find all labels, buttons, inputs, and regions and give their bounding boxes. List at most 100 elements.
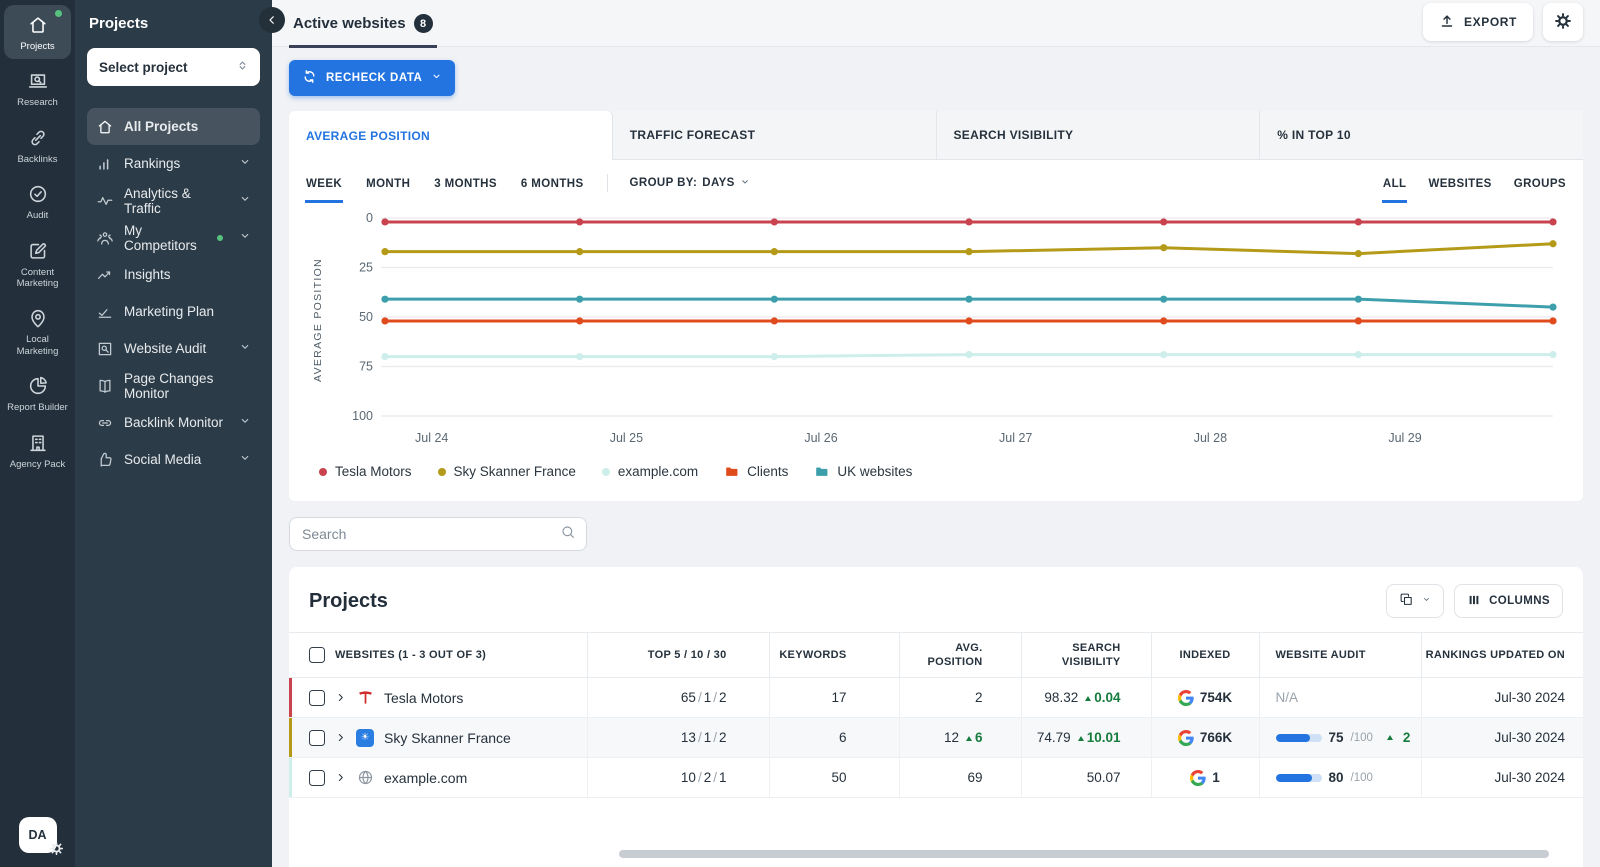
legend-item-tesla-motors[interactable]: Tesla Motors <box>319 464 412 479</box>
sidebar-item-rankings[interactable]: Rankings <box>87 145 260 182</box>
expand-row-button[interactable] <box>335 692 346 703</box>
column-header-search-visibility: SEARCH VISIBILITY <box>1020 632 1151 678</box>
sidebar-item-website-audit[interactable]: Website Audit <box>87 330 260 367</box>
sidebar-item-insights[interactable]: Insights <box>87 256 260 293</box>
group-by-dropdown[interactable]: GROUP BY: DAYS <box>630 177 750 190</box>
chevron-down-icon <box>1424 597 1430 601</box>
chart-card: AVERAGE POSITION TRAFFIC FORECAST SEARCH V… <box>289 111 1583 501</box>
scope-groups[interactable]: GROUPS <box>1513 177 1566 190</box>
export-button[interactable]: EXPORT <box>1423 3 1533 41</box>
settings-button[interactable] <box>1543 3 1583 41</box>
horizontal-scrollbar[interactable] <box>619 850 1549 858</box>
range-week[interactable]: WEEK <box>305 164 344 203</box>
select-all-checkbox[interactable] <box>309 647 325 663</box>
project-select-value: Select project <box>99 59 188 75</box>
scope-websites[interactable]: WEBSITES <box>1428 177 1492 190</box>
legend-item-clients[interactable]: Clients <box>724 464 788 479</box>
website-name[interactable]: Sky Skanner France <box>384 729 511 746</box>
top-5-10-30-cell: 13/1/2 <box>586 717 769 758</box>
audit-progress-bar <box>1275 733 1322 742</box>
columns-button[interactable]: COLUMNS <box>1454 584 1563 618</box>
active-websites-label: Active websites <box>293 15 406 32</box>
refresh-icon <box>302 69 317 87</box>
rail-item-content-marketing[interactable]: Content Marketing <box>4 231 71 297</box>
user-avatar[interactable]: DA <box>18 817 63 856</box>
sidebar-item-marketing-plan[interactable]: Marketing Plan <box>87 293 260 330</box>
legend-label: Tesla Motors <box>335 464 412 479</box>
legend-item-uk-websites[interactable]: UK websites <box>814 464 912 479</box>
rail-item-research[interactable]: Research <box>4 61 71 115</box>
website-audit-icon <box>98 342 112 355</box>
keywords-cell: 6 <box>768 717 899 758</box>
sidebar-item-social-media[interactable]: Social Media <box>87 441 260 478</box>
rankings-updated-cell: Jul-30 2024 <box>1420 717 1583 758</box>
legend-item-sky-skanner-france[interactable]: Sky Skanner France <box>437 464 576 479</box>
website-name[interactable]: example.com <box>384 769 468 786</box>
rankings-updated-cell: Jul-30 2024 <box>1420 757 1583 798</box>
rail-item-local-marketing[interactable]: Local Marketing <box>4 298 71 364</box>
row-checkbox[interactable] <box>309 769 325 786</box>
expand-row-button[interactable] <box>335 732 346 743</box>
chart-tab-in-top-10[interactable]: % IN TOP 10 <box>1260 111 1583 160</box>
rail-item-agency-pack[interactable]: Agency Pack <box>4 423 71 477</box>
recheck-data-button[interactable]: RECHECK DATA <box>289 60 456 96</box>
sidebar-item-my-competitors[interactable]: My Competitors <box>87 219 260 256</box>
rail-item-report-builder[interactable]: Report Builder <box>4 366 71 420</box>
chevron-down-icon <box>241 455 249 460</box>
sidebar-item-label: All Projects <box>124 119 199 134</box>
sidebar-item-page-changes-monitor[interactable]: Page Changes Monitor <box>87 367 260 404</box>
collapse-sidebar-button[interactable] <box>259 7 285 33</box>
rail-item-projects[interactable]: Projects <box>4 5 71 60</box>
legend-label: Sky Skanner France <box>453 464 576 479</box>
sidebar-item-backlink-monitor[interactable]: Backlink Monitor <box>87 404 260 441</box>
row-checkbox[interactable] <box>309 729 325 746</box>
legend-item-example-com[interactable]: example.com <box>601 464 698 479</box>
notification-dot <box>55 10 62 17</box>
search-input[interactable] <box>302 526 560 542</box>
range-month[interactable]: MONTH <box>366 177 411 190</box>
project-select[interactable]: Select project <box>87 48 260 86</box>
avatar-settings-gear-icon[interactable] <box>49 841 64 859</box>
recheck-row: RECHECK DATA <box>272 47 1600 109</box>
column-header-website-audit: WEBSITE AUDIT <box>1258 632 1421 678</box>
rail-item-audit[interactable]: Audit <box>4 174 71 228</box>
chevron-down-icon <box>241 344 249 349</box>
marketing-plan-icon <box>98 308 112 318</box>
projects-title: Projects <box>309 589 388 612</box>
rail-item-label: Content Marketing <box>16 266 59 289</box>
search-visibility-cell: 50.07 <box>1020 757 1151 798</box>
up-arrow-icon <box>1085 696 1092 701</box>
chart-tab-average-position[interactable]: AVERAGE POSITION <box>289 111 613 160</box>
average-position-chart: AVERAGE POSITION 0 25 50 75 100 Jul 24 Jul 25 J… <box>305 206 1567 450</box>
google-icon <box>1177 729 1194 746</box>
sidebar-item-all-projects[interactable]: All Projects <box>87 108 260 145</box>
scope-all[interactable]: ALL <box>1381 164 1408 203</box>
chart-tab-search-visibility[interactable]: SEARCH VISIBILITY <box>936 111 1261 160</box>
gear-icon <box>1554 12 1572 33</box>
rail-item-label: Research <box>17 97 58 109</box>
panel-title: Projects <box>89 15 149 32</box>
expand-row-button[interactable] <box>335 772 346 783</box>
search-icon <box>562 525 574 538</box>
copy-table-button[interactable] <box>1386 584 1445 618</box>
sidebar-item-analytics-traffic[interactable]: Analytics & Traffic <box>87 182 260 219</box>
avg-position-cell: 2 <box>898 677 1021 718</box>
chart-tab-traffic-forecast[interactable]: TRAFFIC FORECAST <box>612 111 937 160</box>
tab-active-websites[interactable]: Active websites 8 <box>289 14 437 48</box>
sidebar-item-label: Rankings <box>124 156 181 171</box>
chart-tab-strip: AVERAGE POSITION TRAFFIC FORECAST SEARCH V… <box>289 111 1583 160</box>
website-name[interactable]: Tesla Motors <box>384 689 464 706</box>
google-icon <box>1190 769 1206 786</box>
rail-item-label: Report Builder <box>7 402 68 414</box>
row-checkbox[interactable] <box>309 689 325 706</box>
svg-text:0: 0 <box>366 211 373 225</box>
agency-icon <box>29 434 46 451</box>
column-header-keywords: KEYWORDS <box>768 632 899 678</box>
legend-dot <box>601 467 610 476</box>
rail-item-label: Local Marketing <box>16 334 59 357</box>
social-icon <box>100 452 112 467</box>
range-6-months[interactable]: 6 MONTHS <box>520 177 584 190</box>
rail-item-backlinks[interactable]: Backlinks <box>4 118 71 172</box>
globe-icon <box>358 770 372 785</box>
range-3-months[interactable]: 3 MONTHS <box>434 177 497 190</box>
